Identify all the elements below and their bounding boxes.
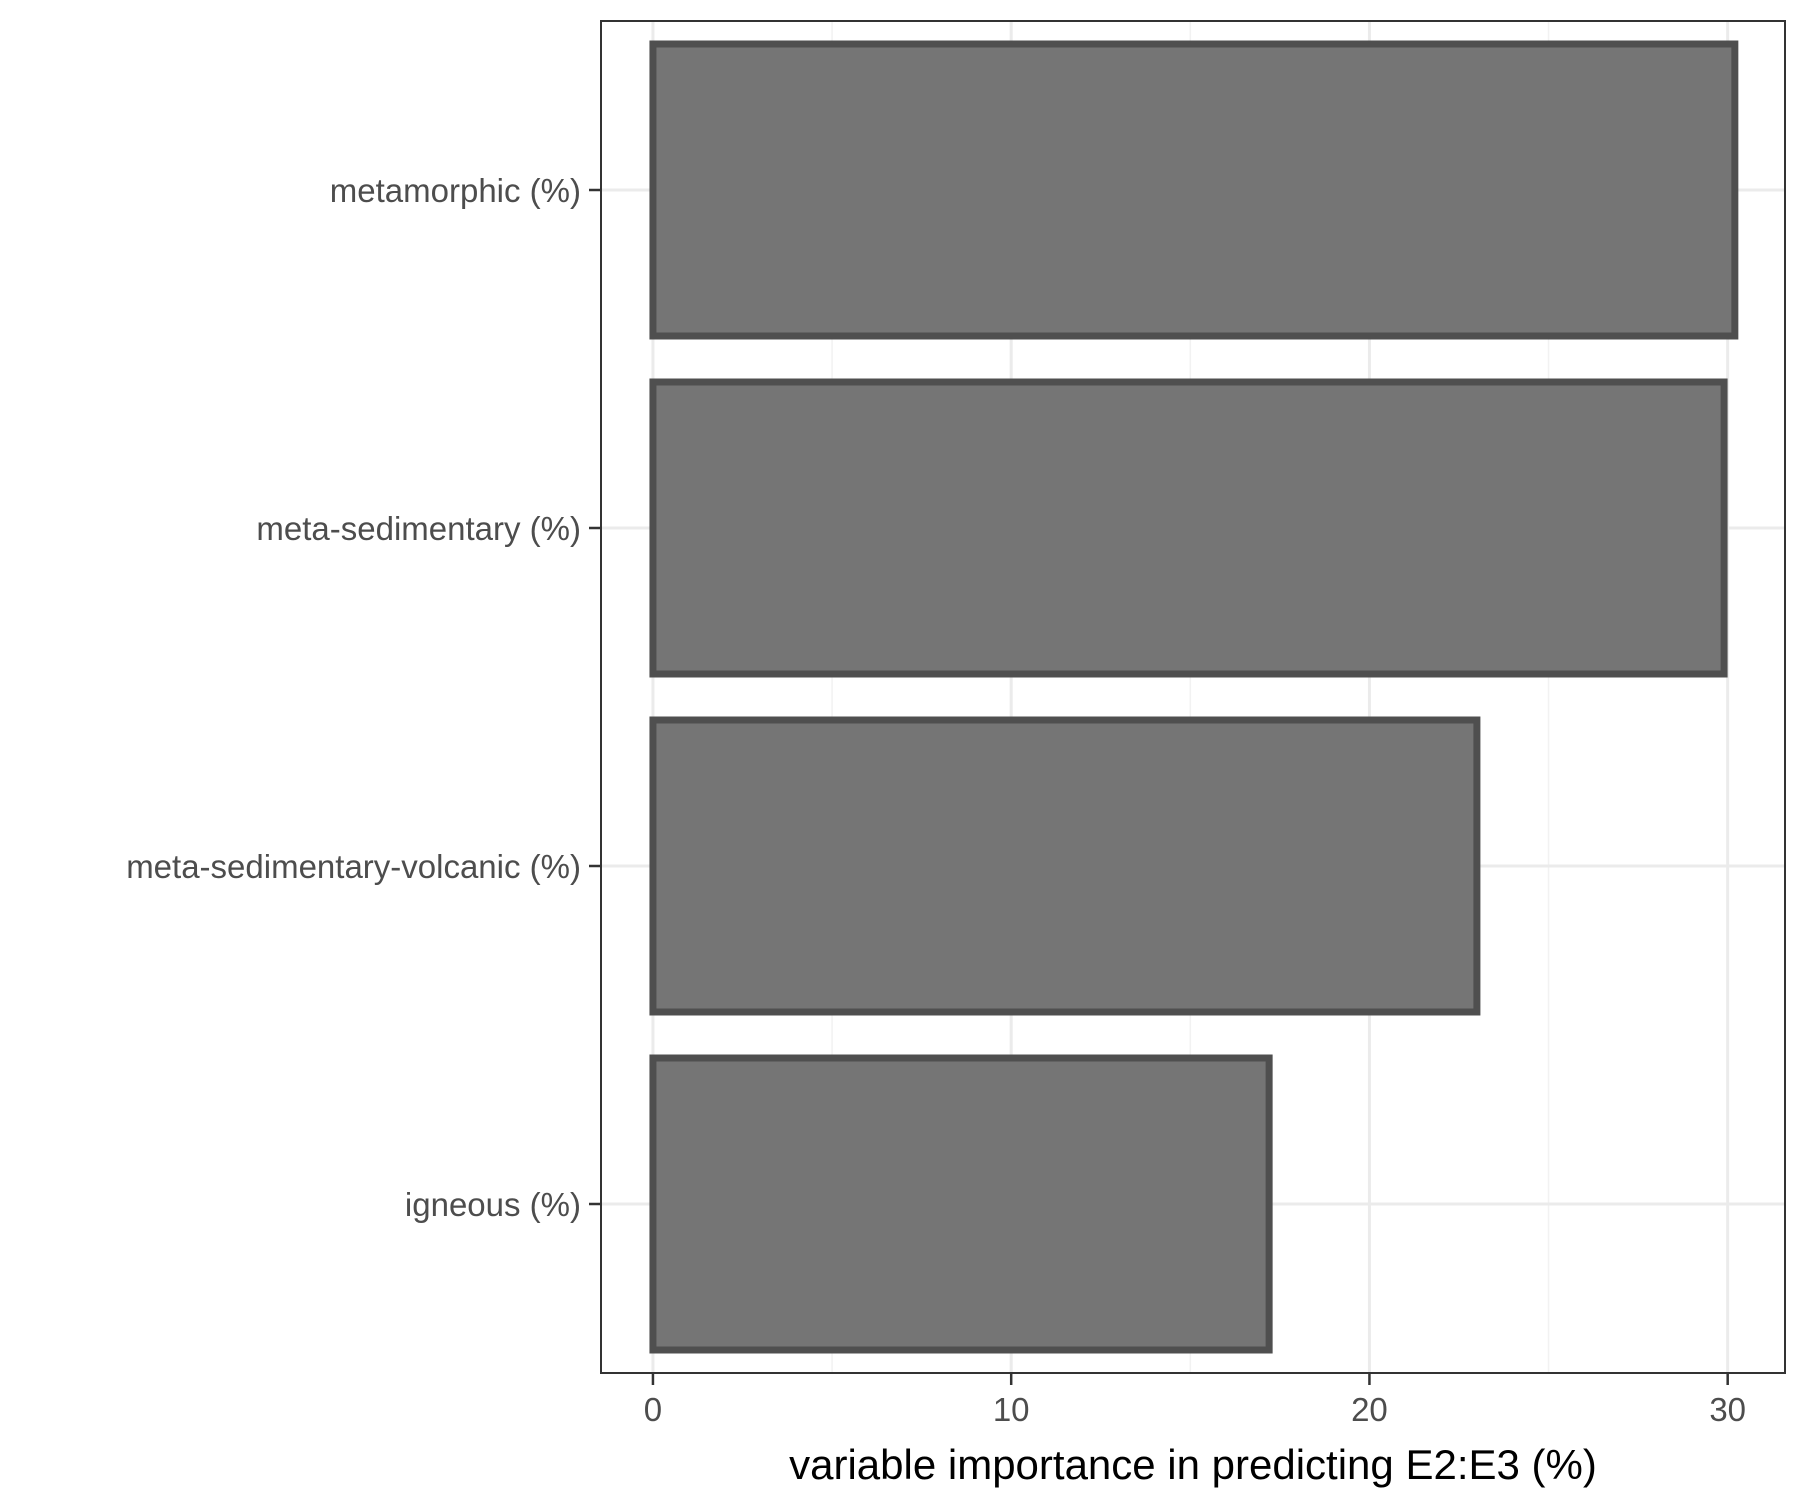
bar-meta-sedimentary-volcanic — [649, 716, 1481, 1016]
y-tick-label: meta-sedimentary-volcanic (%) — [126, 848, 581, 885]
x-axis-title: variable importance in predicting E2:E3 … — [789, 1441, 1597, 1488]
bar-meta-sedimentary — [649, 378, 1728, 678]
bar-metamorphic — [649, 40, 1739, 340]
x-axis: 0 10 20 30 — [644, 1373, 1746, 1428]
x-tick-label: 20 — [1351, 1391, 1388, 1428]
x-tick-label: 0 — [644, 1391, 662, 1428]
y-axis: metamorphic (%) meta-sedimentary (%) meta-… — [126, 172, 601, 1223]
bar-igneous — [649, 1054, 1273, 1354]
x-tick-label: 30 — [1709, 1391, 1746, 1428]
bars — [649, 40, 1739, 1354]
y-tick-label: meta-sedimentary (%) — [256, 510, 581, 547]
x-tick-label: 10 — [993, 1391, 1030, 1428]
panel-border — [600, 20, 1786, 1374]
y-tick-label: igneous (%) — [405, 1186, 581, 1223]
y-tick-label: metamorphic (%) — [330, 172, 581, 209]
